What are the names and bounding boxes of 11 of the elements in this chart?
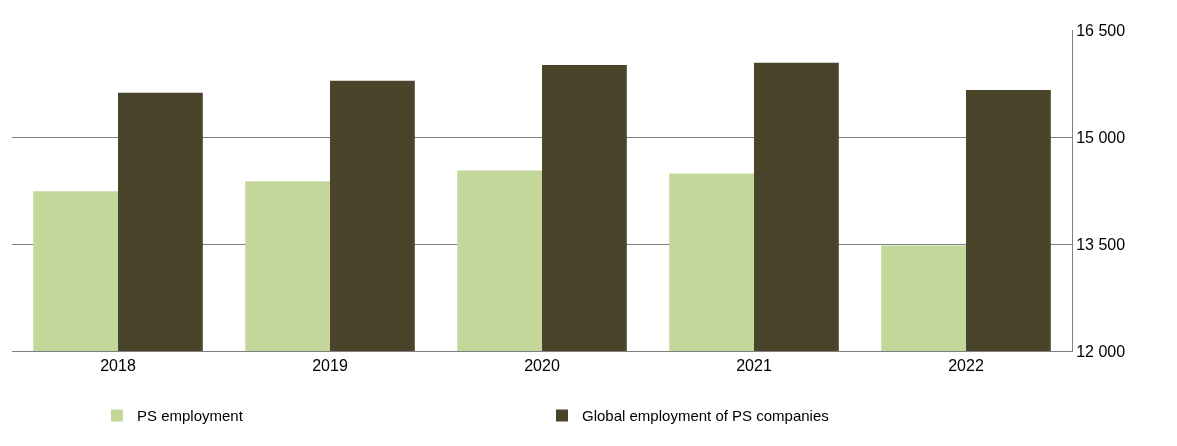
x-tick-label: 2018 bbox=[100, 357, 136, 375]
y-tick-label: 13 500 bbox=[1076, 235, 1126, 253]
y-tick-label: 16 500 bbox=[1076, 21, 1126, 39]
x-tick-label: 2019 bbox=[312, 357, 348, 375]
legend-label: Global employment of PS companies bbox=[582, 407, 829, 425]
y-tick-label: 15 000 bbox=[1076, 128, 1126, 146]
legend-label: PS employment bbox=[137, 407, 244, 425]
y-tick-label: 12 000 bbox=[1076, 342, 1126, 360]
x-tick-label: 2021 bbox=[736, 357, 772, 375]
x-tick-label: 2022 bbox=[948, 357, 984, 375]
x-tick-label: 2020 bbox=[524, 357, 560, 375]
